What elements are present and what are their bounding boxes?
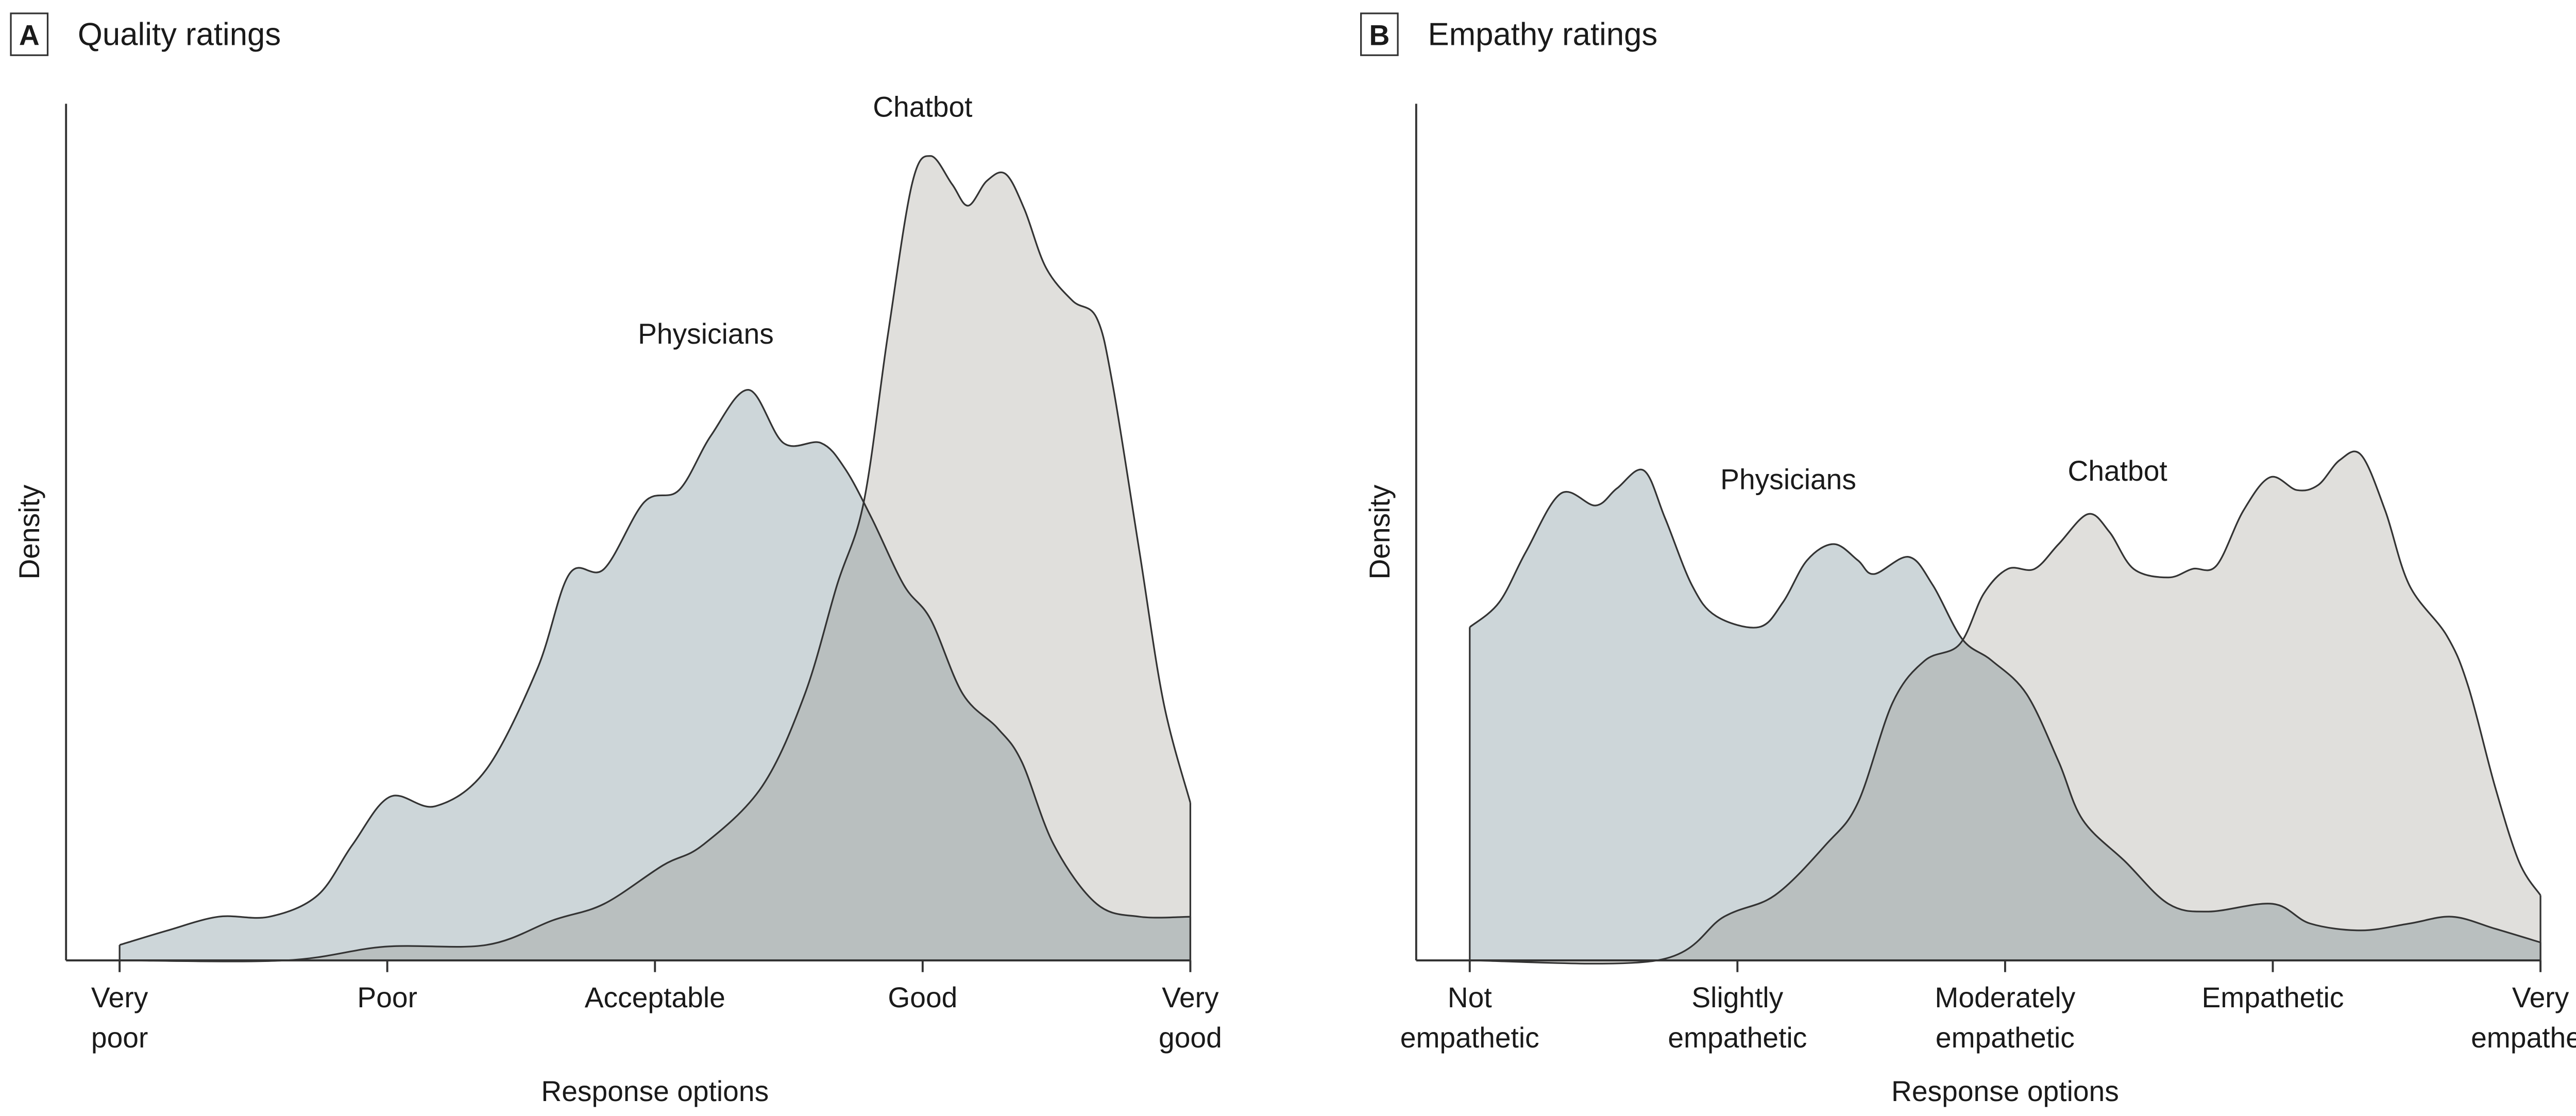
panel-a: A Quality ratings Density Response optio… — [10, 12, 1222, 1107]
physicians-series-label: Physicians — [1720, 464, 1856, 496]
chatbot-series-label: Chatbot — [2067, 455, 2167, 487]
x-tick-label-line: empathetic — [1400, 1022, 1539, 1054]
x-tick-label-line: Moderately — [1935, 982, 2075, 1013]
x-tick-label-line: Acceptable — [585, 982, 725, 1013]
panel-b-badge — [1360, 12, 1399, 56]
x-tick-label: Not empathetic — [1400, 982, 1539, 1054]
x-tick-label-line: Poor — [357, 982, 417, 1013]
chatbot-series-label: Chatbot — [873, 91, 972, 123]
physicians-density-line — [119, 389, 1191, 946]
x-tick-label-line: poor — [91, 1022, 148, 1054]
x-tick-label-line: good — [1159, 1022, 1222, 1054]
plot-area — [1469, 450, 2541, 965]
panel-a-letter: A — [19, 20, 40, 52]
physicians-series-label: Physicians — [638, 318, 774, 350]
panel-b-title: Empathy ratings — [1428, 17, 1658, 53]
x-tick-label: Empathetic — [2201, 982, 2344, 1013]
x-tick-label: Very poor — [91, 982, 148, 1054]
x-tick-label: Moderately empathetic — [1935, 982, 2075, 1054]
panel-a-title: Quality ratings — [78, 17, 281, 53]
x-tick-label-line: Very — [91, 982, 148, 1013]
x-tick-label: Very good — [1159, 982, 1222, 1054]
chatbot-density-line — [1469, 450, 2541, 965]
plot-area — [118, 155, 1192, 962]
x-tick-label: Poor — [357, 982, 417, 1013]
x-tick-label-line: Very — [2512, 982, 2569, 1013]
chatbot-density-line — [120, 155, 1192, 962]
x-tick-label: Very empathetic — [2471, 982, 2576, 1054]
panel-b: B Empathy ratings Density Response optio… — [1360, 12, 2576, 1107]
x-tick-label-line: empathetic — [2471, 1022, 2576, 1054]
panel-b-letter: B — [1369, 20, 1389, 52]
panel-b-y-axis-label: Density — [1364, 484, 1396, 579]
physicians-density-line — [1469, 468, 2541, 943]
x-tick-label-line: Empathetic — [2201, 982, 2344, 1013]
x-tick-label: Slightly empathetic — [1668, 982, 1807, 1054]
x-tick-label-line: Very — [1162, 982, 1219, 1013]
x-tick-label-line: empathetic — [1936, 1022, 2075, 1054]
panel-a-badge — [10, 12, 49, 56]
x-tick-label-line: Slightly — [1691, 982, 1783, 1013]
x-tick-label: Good — [888, 982, 957, 1013]
panel-a-x-axis-label: Response options — [541, 1075, 769, 1107]
x-tick-label: Acceptable — [585, 982, 725, 1013]
x-tick-label-line: Not — [1448, 982, 1492, 1013]
x-tick-label-line: Good — [888, 982, 957, 1013]
panel-a-y-axis-label: Density — [13, 484, 45, 579]
panel-b-x-axis-label: Response options — [1891, 1075, 2119, 1107]
x-tick-label-line: empathetic — [1668, 1022, 1807, 1054]
